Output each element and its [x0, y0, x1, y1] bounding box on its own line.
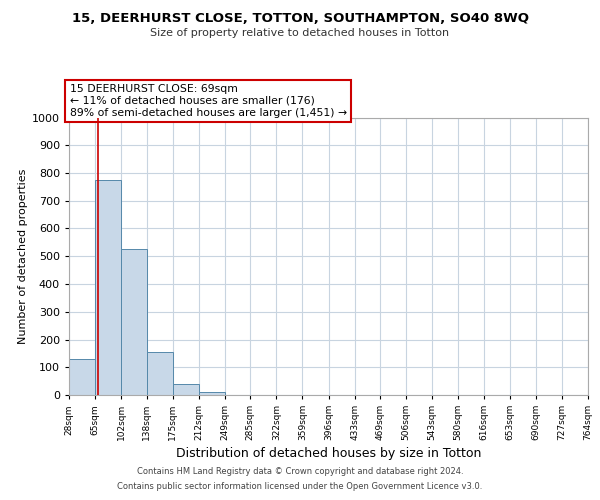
Bar [146, 352, 173, 395]
Y-axis label: Number of detached properties: Number of detached properties [18, 168, 28, 344]
Bar [173, 384, 199, 395]
Bar [199, 392, 225, 395]
X-axis label: Distribution of detached houses by size in Totton: Distribution of detached houses by size … [176, 448, 481, 460]
Bar [95, 180, 121, 395]
Text: 15, DEERHURST CLOSE, TOTTON, SOUTHAMPTON, SO40 8WQ: 15, DEERHURST CLOSE, TOTTON, SOUTHAMPTON… [71, 12, 529, 26]
Bar [69, 359, 95, 395]
Text: Contains HM Land Registry data © Crown copyright and database right 2024.: Contains HM Land Registry data © Crown c… [137, 467, 463, 476]
Bar [121, 250, 147, 395]
Text: 15 DEERHURST CLOSE: 69sqm
← 11% of detached houses are smaller (176)
89% of semi: 15 DEERHURST CLOSE: 69sqm ← 11% of detac… [70, 84, 347, 117]
Text: Size of property relative to detached houses in Totton: Size of property relative to detached ho… [151, 28, 449, 38]
Text: Contains public sector information licensed under the Open Government Licence v3: Contains public sector information licen… [118, 482, 482, 491]
